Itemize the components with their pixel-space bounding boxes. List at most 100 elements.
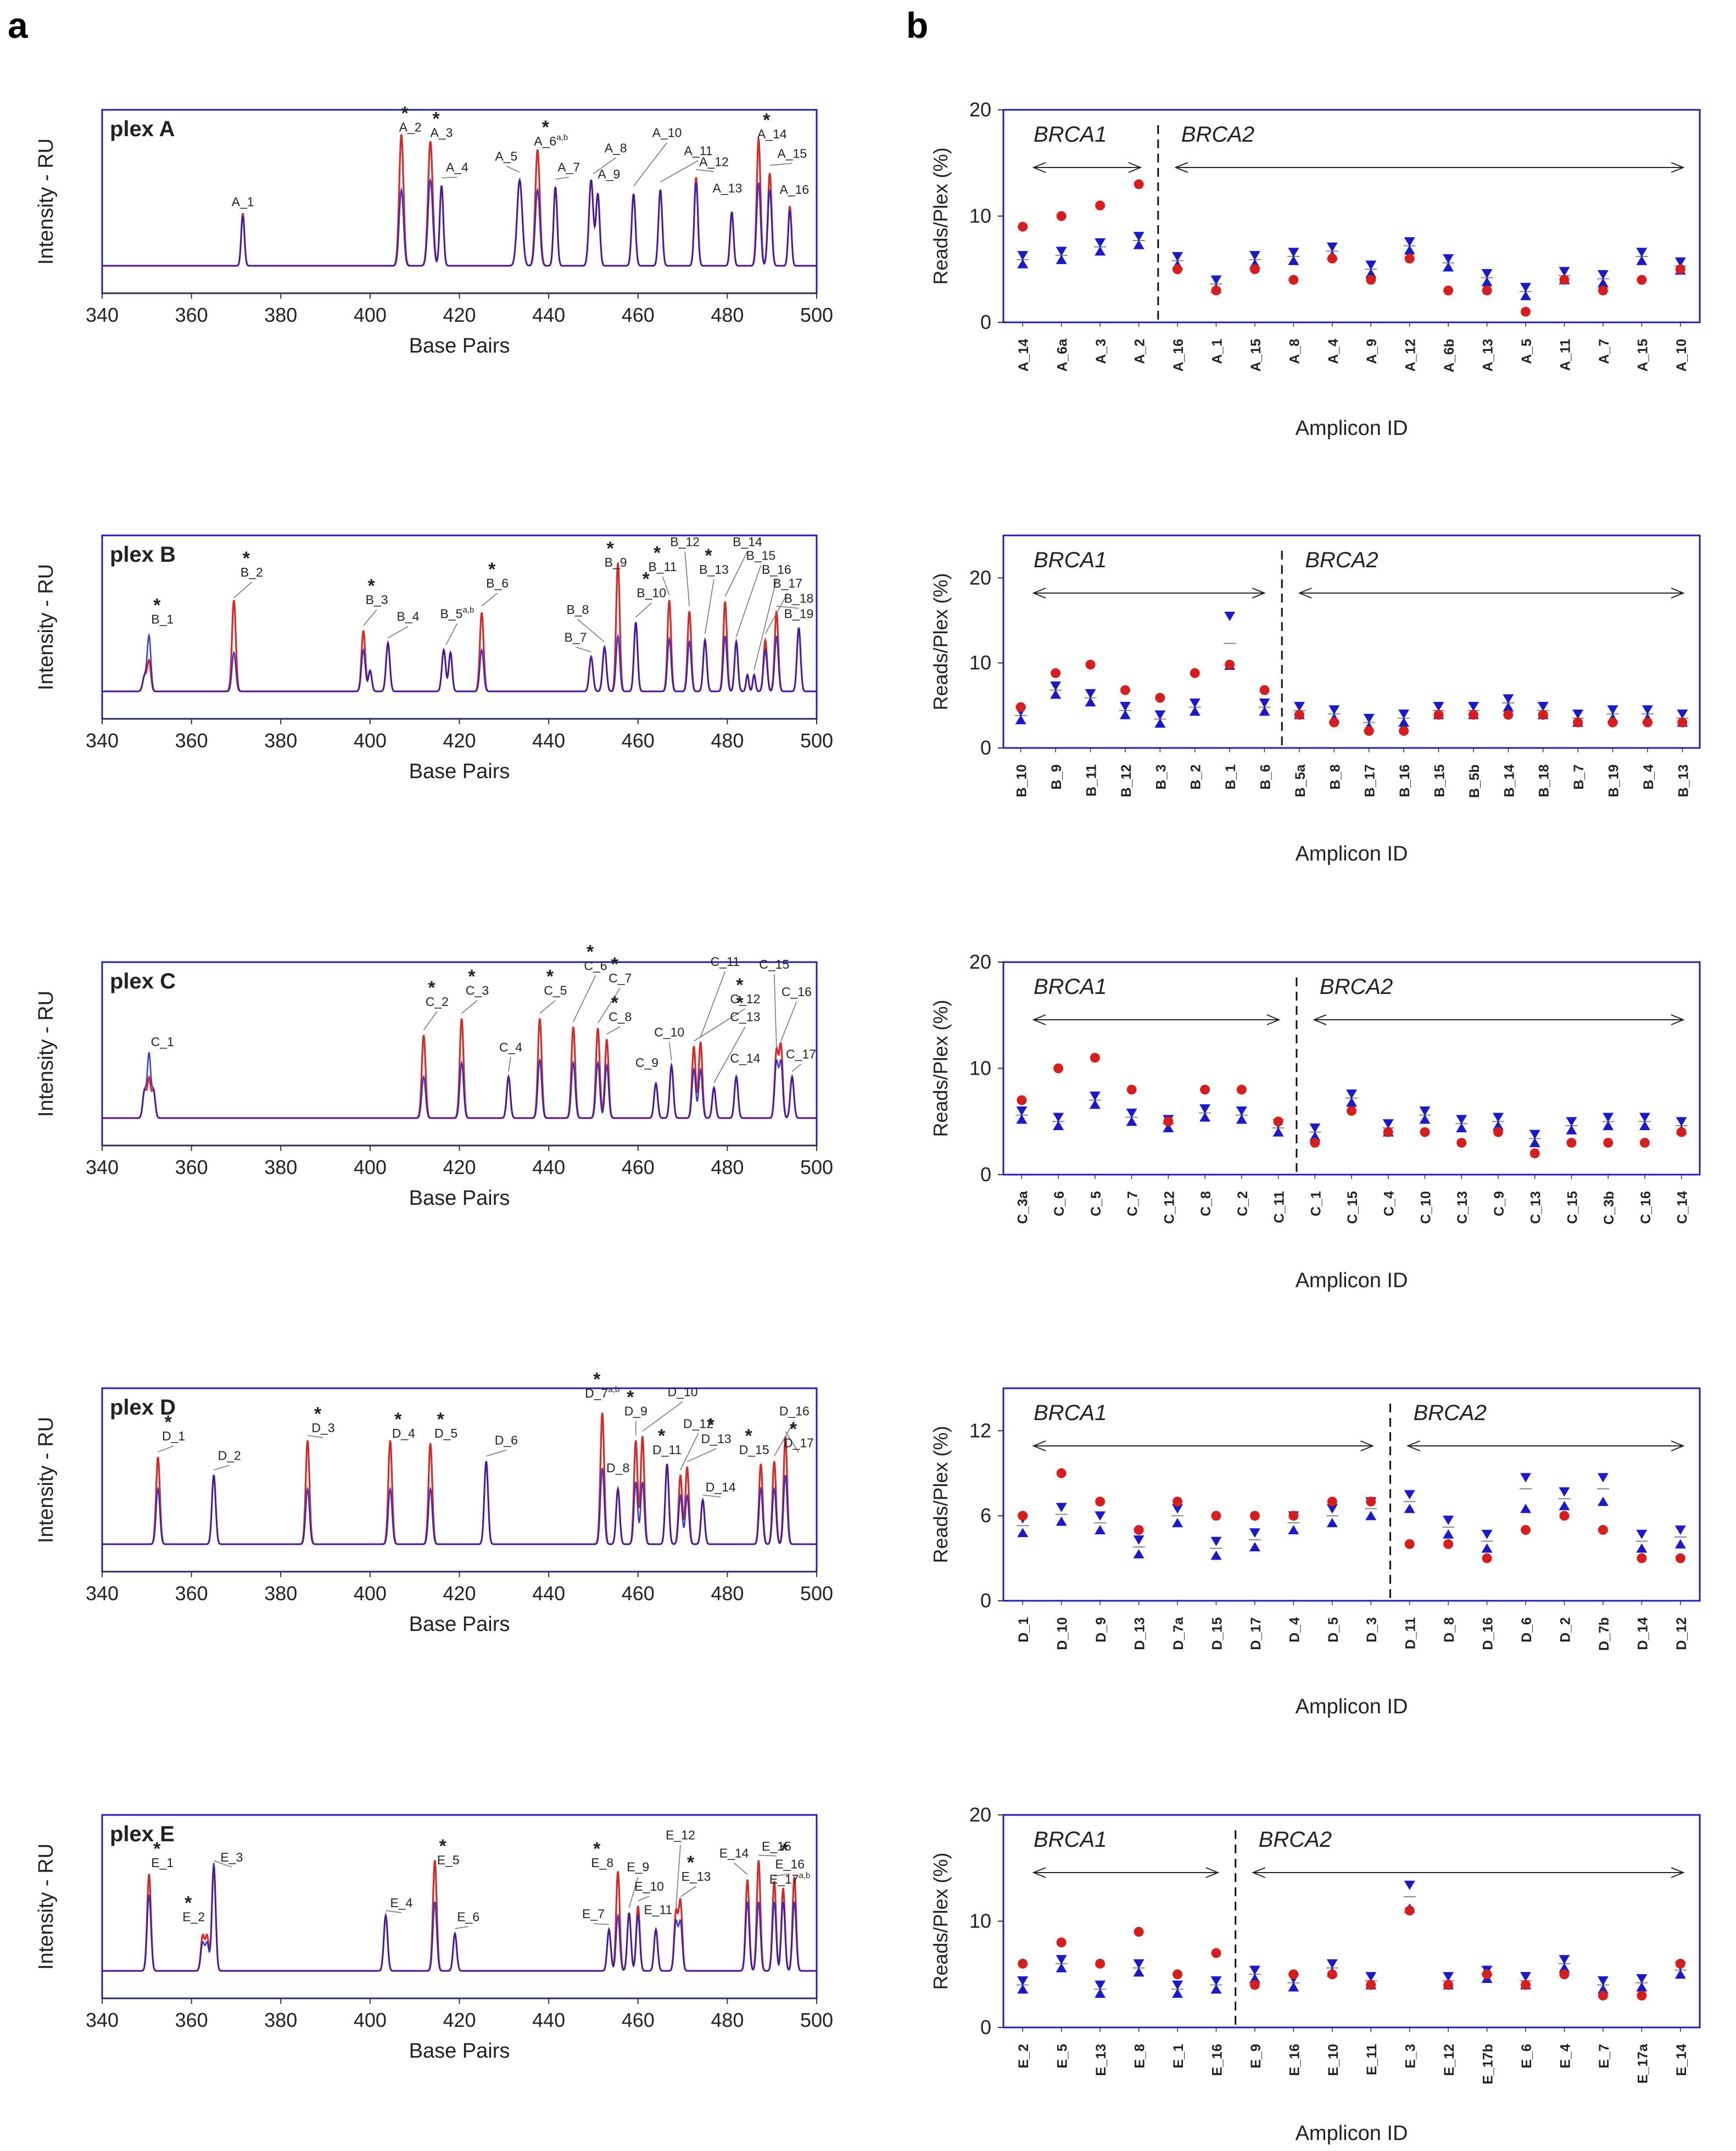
amplicon-label: C_1 bbox=[1308, 1191, 1324, 1216]
blue-up-triangle bbox=[1419, 1114, 1431, 1124]
blue-down-triangle bbox=[1095, 238, 1106, 248]
x-tick-label: 440 bbox=[532, 729, 565, 752]
y-tick-label: 6 bbox=[980, 1504, 991, 1527]
blue-down-triangle bbox=[1224, 612, 1236, 622]
blue-up-triangle bbox=[1398, 717, 1410, 727]
amplicon-label: E_9 bbox=[1248, 2044, 1264, 2068]
significance-star: * bbox=[611, 954, 619, 975]
red-dot bbox=[1347, 1105, 1357, 1116]
x-tick-label: 400 bbox=[354, 729, 387, 752]
peak-label: A_13 bbox=[713, 181, 743, 195]
amplicon-label: C_5 bbox=[1089, 1191, 1104, 1216]
peak-label: C_10 bbox=[654, 1025, 684, 1039]
peak-label: B_1 bbox=[151, 612, 174, 627]
peak-label: D_6 bbox=[495, 1433, 518, 1448]
red-dot bbox=[1530, 1148, 1540, 1159]
blue-up-triangle bbox=[1365, 1511, 1377, 1521]
red-dot bbox=[1051, 668, 1061, 678]
blue-up-triangle bbox=[1095, 246, 1106, 256]
red-dot bbox=[1236, 1085, 1247, 1095]
blue-down-triangle bbox=[1050, 681, 1062, 691]
peak-label: E_16 bbox=[775, 1857, 805, 1871]
red-dot bbox=[1559, 275, 1570, 285]
annotation-leader bbox=[686, 1448, 717, 1462]
blue-down-triangle bbox=[1365, 1972, 1377, 1982]
blue-down-triangle bbox=[1443, 254, 1454, 264]
red-dot bbox=[1211, 1511, 1221, 1521]
brca1-range-arrow-head-left bbox=[1032, 1014, 1046, 1025]
x-tick-label: 420 bbox=[443, 304, 476, 326]
peak-label: B_17 bbox=[773, 576, 802, 590]
red-dot bbox=[1443, 1980, 1454, 1990]
significance-star: * bbox=[593, 1369, 601, 1390]
blue-up-triangle bbox=[1443, 262, 1454, 272]
red-dot bbox=[1085, 660, 1096, 670]
annotation-leader bbox=[445, 623, 458, 645]
amplicon-label: B_10 bbox=[1014, 764, 1030, 797]
blue-up-triangle bbox=[1443, 1529, 1454, 1539]
red-dot bbox=[1249, 1511, 1260, 1521]
peak-label: A_6a,b bbox=[534, 133, 568, 148]
blue-up-triangle bbox=[1503, 702, 1514, 712]
peak-label: A_14 bbox=[757, 127, 787, 141]
amplicon-label: A_5 bbox=[1519, 339, 1534, 364]
significance-star: * bbox=[468, 966, 476, 987]
annotation-leader bbox=[780, 1001, 797, 1042]
gene-label-brca1: BRCA1 bbox=[1034, 975, 1107, 999]
significance-star: * bbox=[428, 977, 436, 998]
blue-down-triangle bbox=[1089, 1091, 1101, 1101]
annotation-leader bbox=[441, 176, 457, 178]
significance-star: * bbox=[593, 1839, 601, 1859]
red-dot bbox=[1677, 717, 1688, 728]
peak-label: A_4 bbox=[446, 160, 468, 175]
plot-frame bbox=[1002, 109, 1701, 323]
x-tick-label: 400 bbox=[354, 1156, 387, 1178]
annotation-leader bbox=[693, 1008, 746, 1042]
blue-up-triangle bbox=[1189, 706, 1201, 716]
blue-up-triangle bbox=[1566, 1125, 1577, 1135]
peak-label: B_13 bbox=[699, 562, 729, 577]
peak-label: B_14 bbox=[733, 534, 762, 549]
amplicon-label: B_16 bbox=[1397, 764, 1413, 797]
brca1-range-arrow-head-left bbox=[1032, 588, 1046, 599]
annotation-leader bbox=[758, 1854, 777, 1857]
blue-down-triangle bbox=[1398, 709, 1410, 719]
y-tick-label: 10 bbox=[969, 1057, 991, 1080]
gene-label-brca1: BRCA1 bbox=[1034, 548, 1107, 572]
peak-label: B_3 bbox=[366, 593, 388, 607]
annotation-leader bbox=[684, 551, 690, 606]
y-tick-label: 20 bbox=[969, 98, 991, 121]
red-dot bbox=[1433, 709, 1444, 720]
annotation-leader bbox=[668, 1042, 672, 1061]
annotation-leader bbox=[577, 619, 605, 642]
amplicon-label: E_12 bbox=[1442, 2044, 1457, 2076]
blue-down-triangle bbox=[1603, 1113, 1614, 1122]
blue-down-triangle bbox=[1404, 1880, 1415, 1890]
annotation-leader bbox=[753, 579, 777, 670]
peak-label-superscript: a,b bbox=[462, 605, 474, 614]
annotation-leader bbox=[662, 576, 670, 595]
amplicon-label: E_17b bbox=[1481, 2044, 1496, 2085]
amplicon-label: D_3 bbox=[1364, 1617, 1380, 1642]
x-tick-label: 440 bbox=[532, 304, 565, 326]
significance-star: * bbox=[153, 595, 161, 616]
peak-label: D_17 bbox=[784, 1436, 814, 1450]
x-axis-label: Base Pairs bbox=[409, 2040, 510, 2063]
red-dot bbox=[1675, 1553, 1685, 1563]
amplicon-label: A_12 bbox=[1403, 339, 1419, 372]
annotation-leader bbox=[455, 1926, 468, 1929]
annotation-leader bbox=[773, 974, 777, 1047]
blue-down-triangle bbox=[1133, 1959, 1145, 1969]
peak-label: C_14 bbox=[730, 1051, 760, 1065]
blue-down-triangle bbox=[1328, 705, 1340, 715]
amplicon-label: D_1 bbox=[1016, 1617, 1031, 1642]
amplicon-label: A_13 bbox=[1481, 339, 1496, 372]
y-axis-label: Reads/Plex (%) bbox=[929, 1426, 952, 1563]
blue-down-triangle bbox=[1199, 1104, 1211, 1114]
blue-up-triangle bbox=[1326, 1518, 1338, 1528]
reads-plot-2: 0 10 20 Reads/Plex (%) BRCA1 BRCA2 B_10 B_9 B_11… bbox=[929, 534, 1701, 865]
annotation-leader bbox=[724, 551, 748, 597]
y-axis-label: Intensity - RU bbox=[35, 991, 58, 1117]
peak-label: E_5 bbox=[437, 1853, 460, 1867]
brca2-range-arrow-head-right bbox=[1671, 1867, 1685, 1878]
